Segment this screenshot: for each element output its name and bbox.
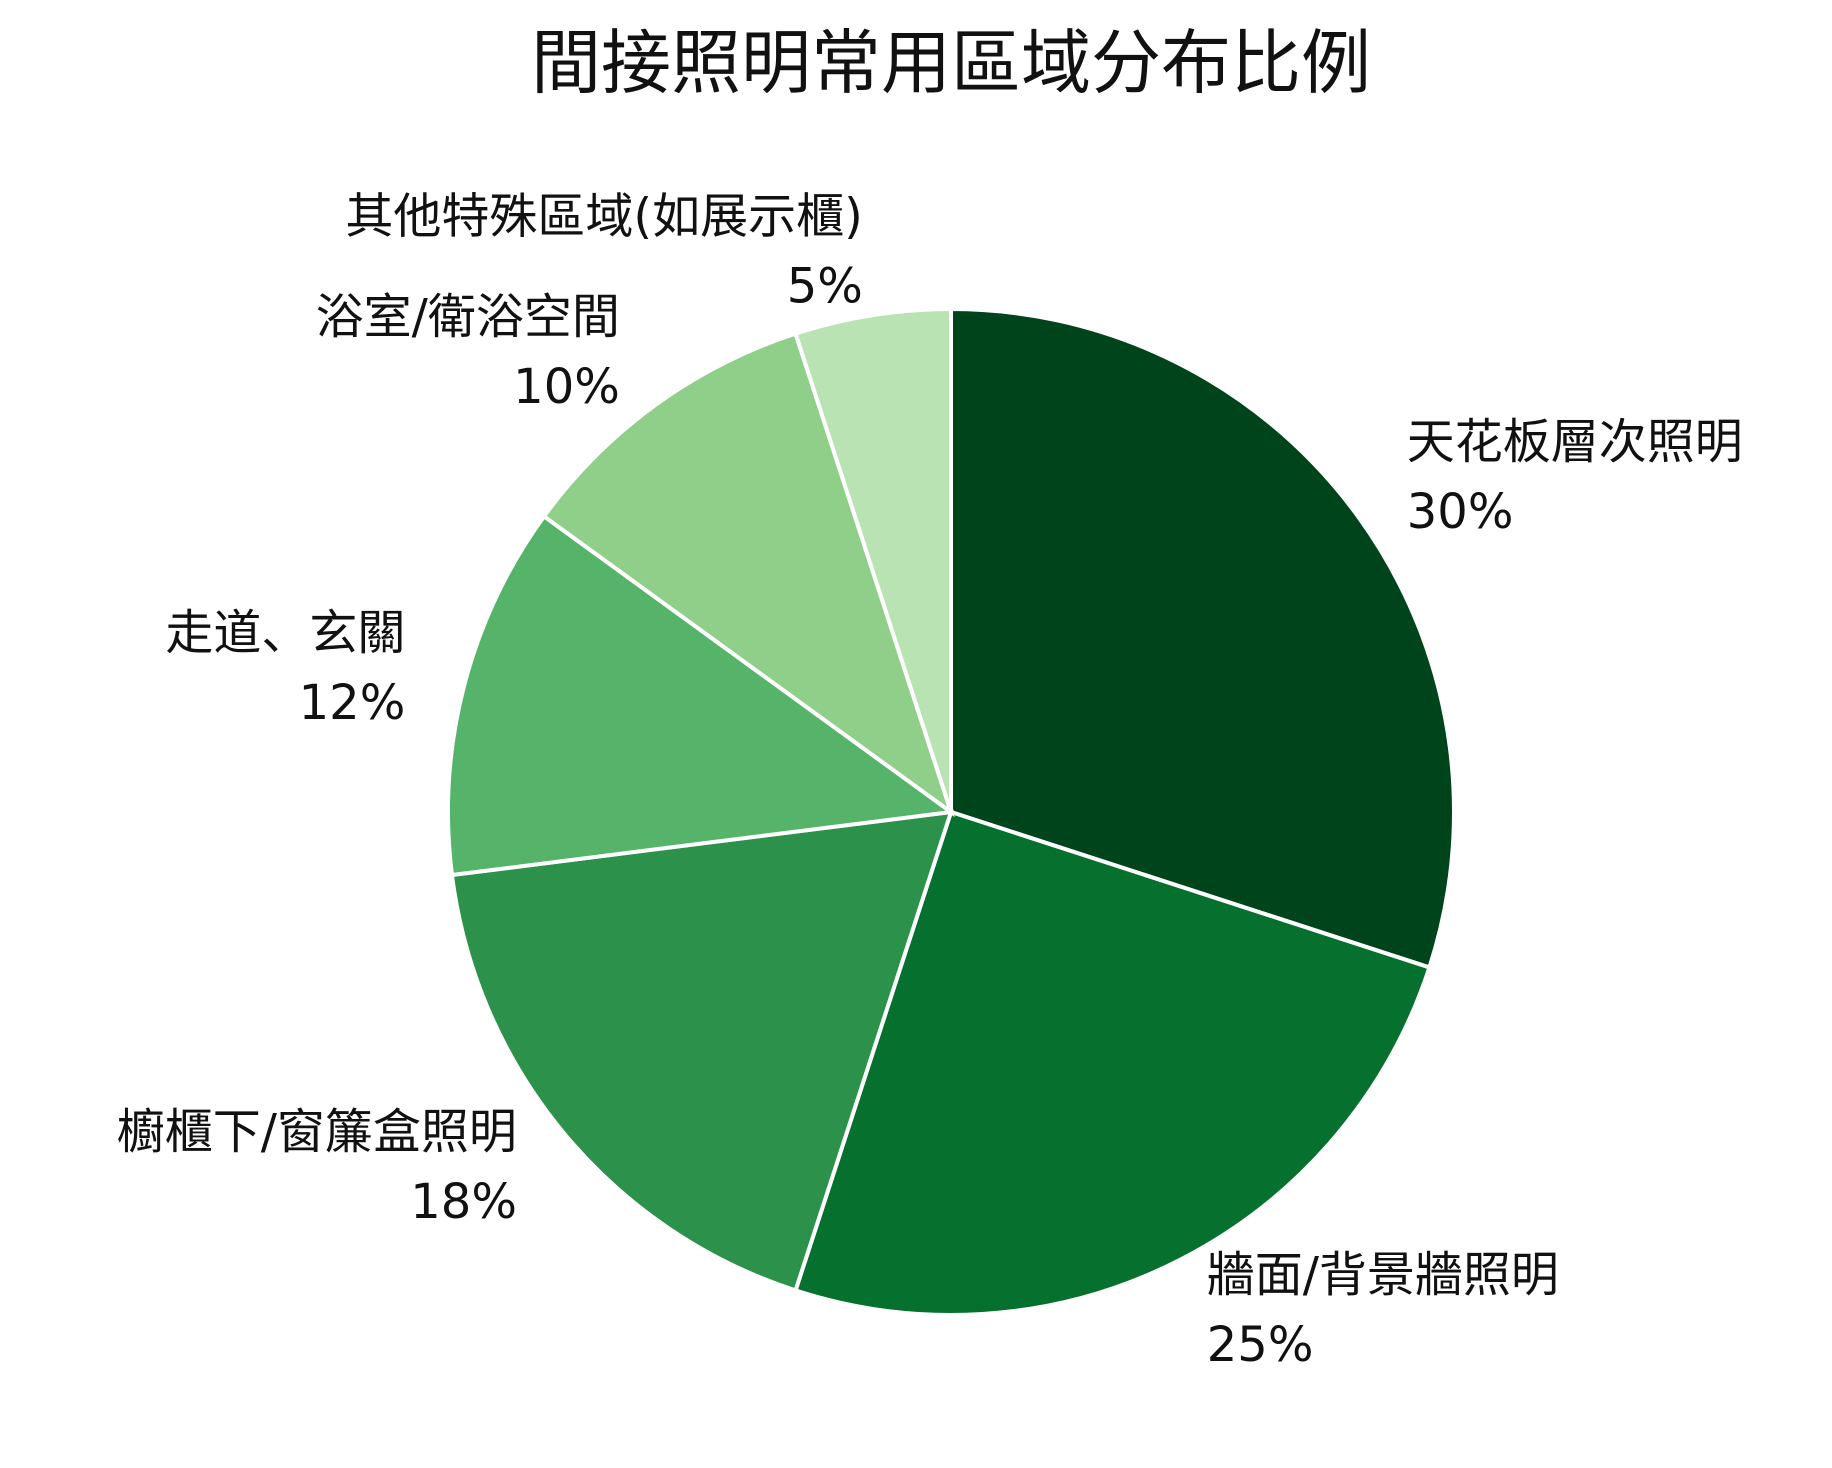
pie-slice xyxy=(449,809,954,1293)
slice-value-label: 10% xyxy=(513,359,620,415)
slice-value-label: 12% xyxy=(299,675,406,731)
slice-value-label: 25% xyxy=(1207,1317,1314,1373)
slice-label: 櫥櫃下/窗簾盒照明 xyxy=(117,1104,517,1160)
chart-title: 間接照明常用區域分布比例 xyxy=(531,22,1371,104)
slice-value-label: 30% xyxy=(1407,484,1514,540)
slice-label: 其他特殊區域(如展示櫃) xyxy=(345,189,862,245)
slice-label: 浴室/衛浴空間 xyxy=(316,289,620,345)
pie-slice xyxy=(446,513,957,878)
pie-slice xyxy=(793,306,953,813)
slice-value-label: 18% xyxy=(410,1174,517,1230)
slice-label: 天花板層次照明 xyxy=(1407,414,1743,470)
slice-label: 走道、玄關 xyxy=(165,605,405,661)
pie-slice xyxy=(541,331,955,818)
pie-slice xyxy=(793,809,1432,1317)
slice-value-label: 5% xyxy=(787,259,863,315)
slice-label: 牆面/背景牆照明 xyxy=(1207,1247,1559,1303)
pie-slice xyxy=(949,306,1456,970)
